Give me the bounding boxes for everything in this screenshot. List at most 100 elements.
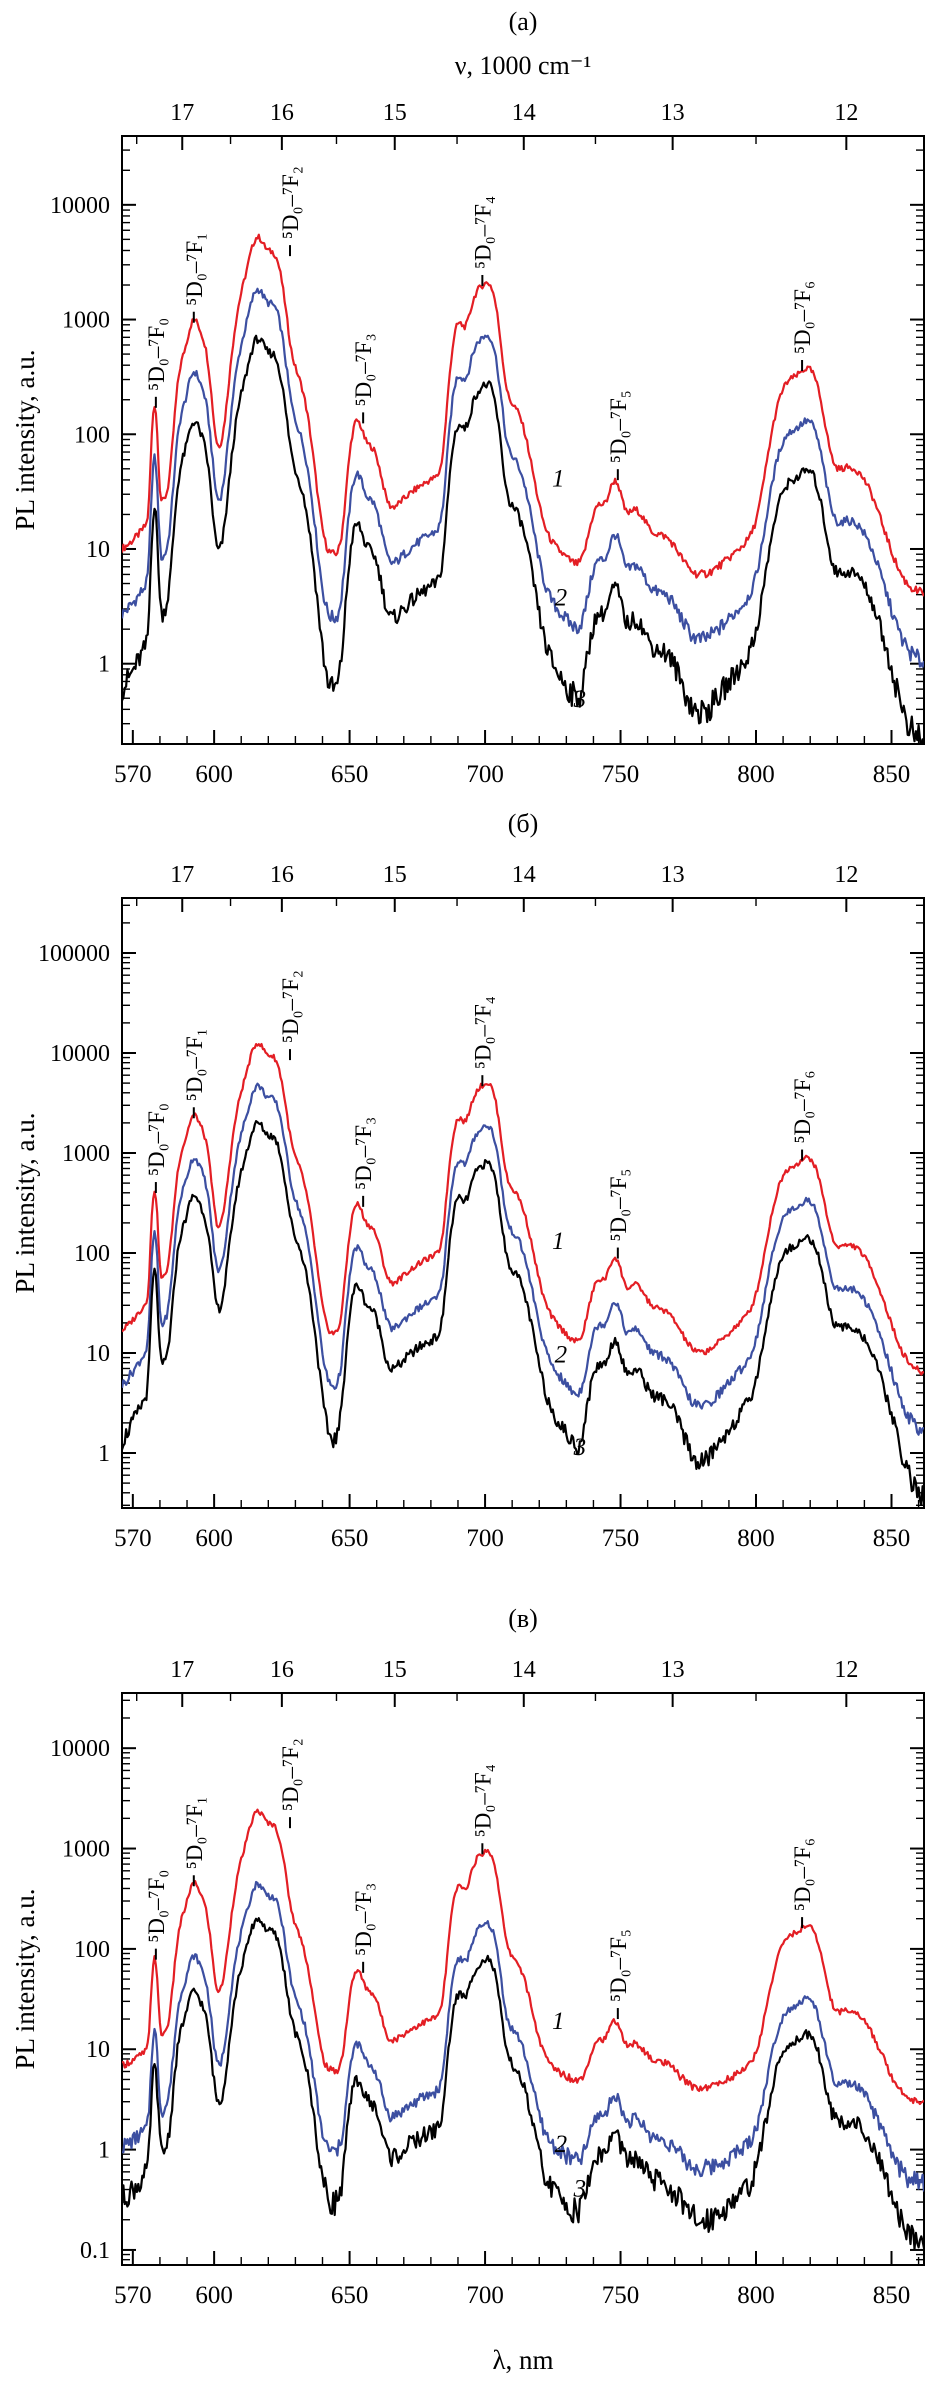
x-axis-tick-label: 800 xyxy=(737,761,775,788)
x-axis-tick-label: 800 xyxy=(737,1525,775,1552)
transition-label: ⁵D₀–⁷F₃ xyxy=(351,1883,376,1956)
top-axis-tick-label: 13 xyxy=(661,862,685,888)
transition-label: ⁵D₀–⁷F₆ xyxy=(790,281,815,354)
x-axis-tick-label: 700 xyxy=(466,761,504,788)
series-label-3: 3 xyxy=(573,686,587,713)
y-axis-tick-label: 10000 xyxy=(50,1041,110,1067)
y-axis-tick-label: 1 xyxy=(98,652,110,678)
x-axis-tick-label: 700 xyxy=(466,2282,504,2309)
plot-frame xyxy=(121,135,925,745)
y-axis-label: PL intensity, a.u. xyxy=(10,350,40,531)
top-axis-tick-label: 14 xyxy=(512,862,536,888)
y-axis-tick-label: 100 xyxy=(74,1241,110,1267)
transition-label: ⁵D₀–⁷F₁ xyxy=(182,1796,207,1869)
x-axis-tick-label: 850 xyxy=(873,761,911,788)
x-axis-tick-label: 850 xyxy=(873,2282,911,2309)
top-axis-tick-label: 16 xyxy=(270,1657,294,1683)
series-label-1: 1 xyxy=(552,1228,565,1255)
series-curve-2 xyxy=(122,287,924,668)
transition-label: ⁵D₀–⁷F₆ xyxy=(790,1071,815,1144)
top-axis-tick-label: 17 xyxy=(170,1657,194,1683)
x-axis-tick-label: 750 xyxy=(602,1525,640,1552)
transition-label: ⁵D₀–⁷F₀ xyxy=(144,318,169,391)
transition-label: ⁵D₀–⁷F₄ xyxy=(470,1764,495,1837)
series-curve-3 xyxy=(122,334,924,744)
series-curve-2 xyxy=(122,1880,924,2192)
transition-label: ⁵D₀–⁷F₃ xyxy=(351,1117,376,1190)
y-axis-tick-label: 10000 xyxy=(50,193,110,219)
x-axis-tick-label: 570 xyxy=(114,2282,152,2309)
series-label-1: 1 xyxy=(552,466,565,493)
top-axis-tick-label: 15 xyxy=(383,100,407,126)
series-label-3: 3 xyxy=(573,2176,587,2203)
panel-title: (в) xyxy=(508,1604,538,1633)
top-axis-tick-label: 16 xyxy=(270,100,294,126)
top-axis-label: ν, 1000 cm⁻¹ xyxy=(455,51,592,80)
series-curve-3 xyxy=(122,1120,924,1506)
plot-frame xyxy=(121,1692,925,2266)
series-label-2: 2 xyxy=(555,1342,568,1369)
top-axis-tick-label: 14 xyxy=(512,1657,536,1683)
y-axis-tick-label: 10 xyxy=(86,1341,110,1367)
series-curve-1 xyxy=(122,233,924,597)
top-axis-tick-label: 17 xyxy=(170,862,194,888)
x-axis-tick-label: 570 xyxy=(114,1525,152,1552)
y-axis-tick-label: 1 xyxy=(98,1441,110,1467)
x-axis-tick-label: 570 xyxy=(114,761,152,788)
top-axis-tick-label: 16 xyxy=(270,862,294,888)
top-axis-tick-label: 14 xyxy=(512,100,536,126)
transition-label: ⁵D₀–⁷F₅ xyxy=(606,390,631,463)
x-axis-tick-label: 600 xyxy=(195,1525,233,1552)
transition-label: ⁵D₀–⁷F₁ xyxy=(182,233,207,306)
y-axis-tick-label: 10 xyxy=(86,2037,110,2063)
series-curve-1 xyxy=(122,1808,924,2106)
top-axis-tick-label: 17 xyxy=(170,100,194,126)
x-axis-label: λ, nm xyxy=(492,2345,553,2375)
panel-title: (а) xyxy=(509,7,538,36)
y-axis-tick-label: 100 xyxy=(74,1937,110,1963)
panel-b: (б) 17 16 15 14 13 12 570 600 650 700 750 800 850 1 10 1… xyxy=(0,800,943,1595)
transition-label: ⁵D₀–⁷F₂ xyxy=(278,970,303,1043)
y-axis-label: PL intensity, a.u. xyxy=(10,1113,40,1294)
top-axis-tick-label: 15 xyxy=(383,862,407,888)
x-axis-tick-label: 600 xyxy=(195,2282,233,2309)
series-curve-1 xyxy=(122,1042,924,1376)
transition-label: ⁵D₀–⁷F₂ xyxy=(278,1738,303,1811)
top-axis-tick-label: 13 xyxy=(661,1657,685,1683)
x-axis-tick-label: 800 xyxy=(737,2282,775,2309)
y-axis-label: PL intensity, a.u. xyxy=(10,1889,40,2070)
y-axis-tick-label: 1000 xyxy=(62,1837,110,1863)
top-axis-tick-label: 12 xyxy=(834,862,858,888)
y-axis-tick-label: 10 xyxy=(86,537,110,563)
series-curve-3 xyxy=(122,1917,924,2250)
x-axis-tick-label: 750 xyxy=(602,761,640,788)
top-axis-tick-label: 12 xyxy=(834,1657,858,1683)
x-axis-tick-label: 750 xyxy=(602,2282,640,2309)
x-axis-tick-label: 650 xyxy=(331,761,369,788)
series-label-1: 1 xyxy=(552,2008,565,2035)
transition-label: ⁵D₀–⁷F₅ xyxy=(606,1169,631,1242)
top-axis-tick-label: 15 xyxy=(383,1657,407,1683)
transition-label: ⁵D₀–⁷F₆ xyxy=(790,1838,815,1911)
x-axis-tick-label: 850 xyxy=(873,1525,911,1552)
top-axis-tick-label: 13 xyxy=(661,100,685,126)
y-axis-tick-label: 1000 xyxy=(62,1141,110,1167)
x-axis-tick-label: 650 xyxy=(331,2282,369,2309)
series-label-2: 2 xyxy=(555,2131,568,2158)
y-axis-tick-label: 1000 xyxy=(62,308,110,334)
x-axis-tick-label: 650 xyxy=(331,1525,369,1552)
transition-label: ⁵D₀–⁷F₄ xyxy=(470,996,495,1069)
panel-v: (в) 17 16 15 14 13 12 570 600 650 700 750 800 850 0.1 1… xyxy=(0,1595,943,2390)
series-label-2: 2 xyxy=(555,585,568,612)
transition-label: ⁵D₀–⁷F₁ xyxy=(182,1028,207,1101)
transition-label: ⁵D₀–⁷F₃ xyxy=(351,333,376,406)
transition-label: ⁵D₀–⁷F₀ xyxy=(144,1870,169,1943)
transition-label: ⁵D₀–⁷F₄ xyxy=(470,196,495,269)
y-axis-tick-label: 0.1 xyxy=(80,2238,110,2264)
top-axis-tick-label: 12 xyxy=(834,100,858,126)
panel-a: (а) ν, 1000 cm⁻¹ 17 16 15 14 13 12 570 600 650 700 7… xyxy=(0,0,943,800)
transition-label: ⁵D₀–⁷F₅ xyxy=(606,1929,631,2002)
